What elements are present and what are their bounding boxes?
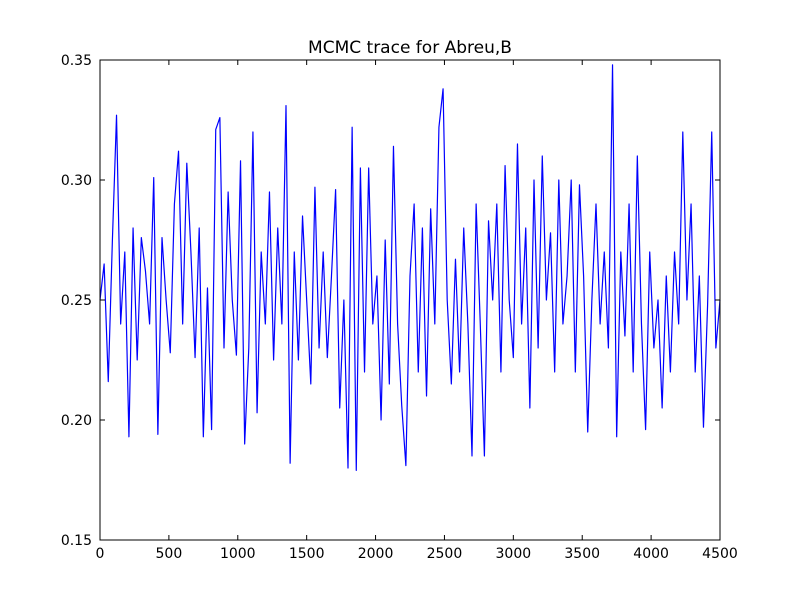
x-tick-label: 0 [96,546,105,562]
y-tick-label: 0.35 [61,53,92,69]
x-tick-label: 500 [156,546,183,562]
x-tick-label: 2000 [358,546,394,562]
chart-title: MCMC trace for Abreu,B [308,38,512,58]
x-tick-label: 4000 [633,546,669,562]
x-tick-label: 1000 [220,546,256,562]
y-tick-label: 0.25 [61,293,92,309]
x-tick-label: 2500 [427,546,463,562]
x-tick-label: 4500 [702,546,738,562]
x-tick-label: 1500 [289,546,325,562]
y-tick-label: 0.15 [61,533,92,549]
trace-line [99,64,721,471]
y-tick-label: 0.30 [61,173,92,189]
x-tick-label: 3500 [564,546,600,562]
y-tick-label: 0.20 [61,413,92,429]
x-tick-label: 3000 [496,546,532,562]
